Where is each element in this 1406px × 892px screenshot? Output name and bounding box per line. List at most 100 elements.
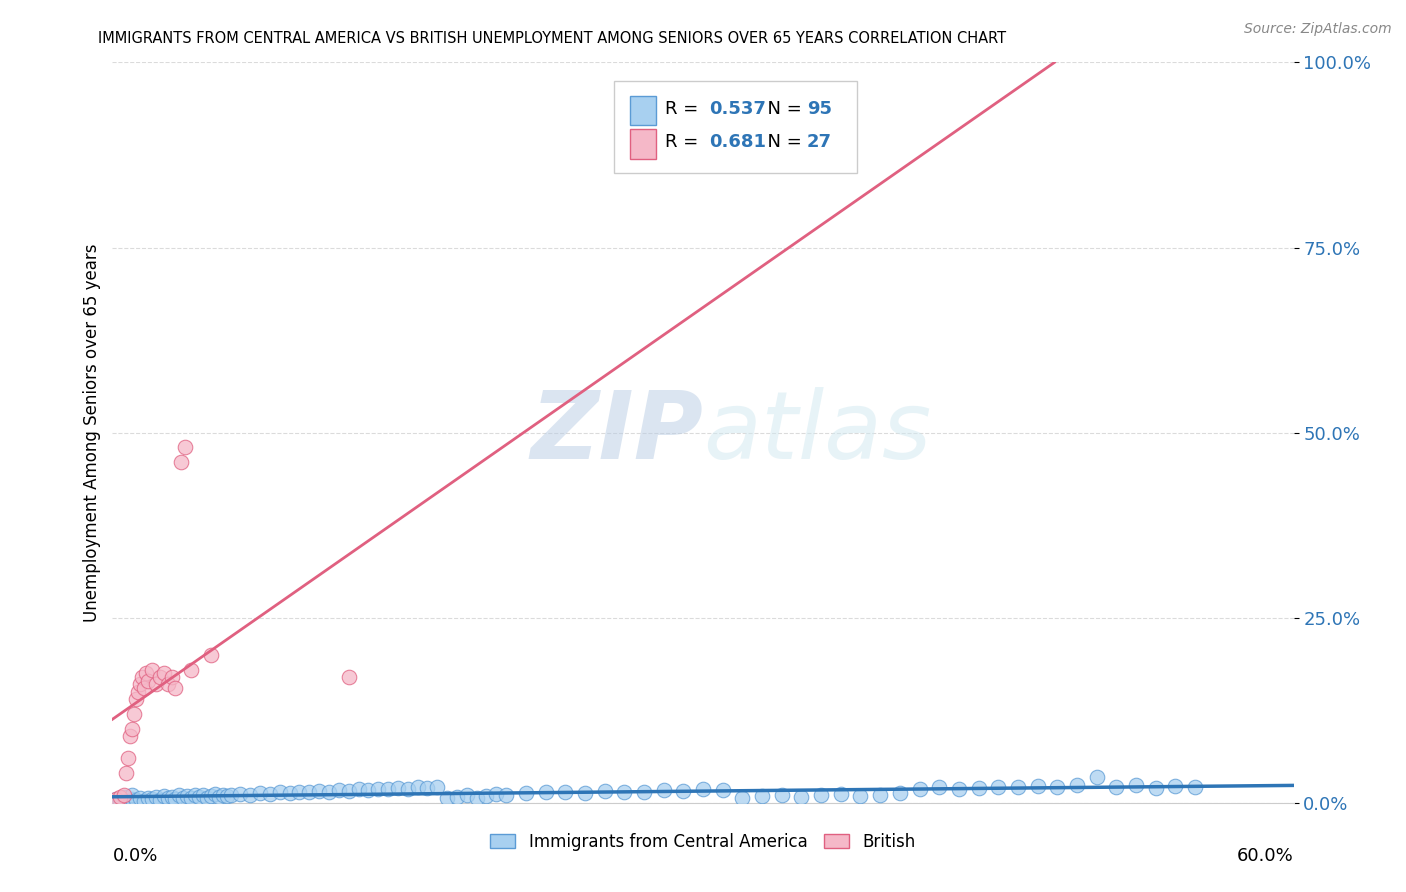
Text: atlas: atlas <box>703 387 931 478</box>
Point <box>112 789 135 803</box>
Point <box>132 681 155 695</box>
Point <box>184 788 207 802</box>
Point <box>554 785 576 799</box>
Point <box>195 790 218 805</box>
Point <box>967 780 990 795</box>
Legend: Immigrants from Central America, British: Immigrants from Central America, British <box>484 826 922 857</box>
Bar <box>630 129 655 159</box>
Point <box>652 783 675 797</box>
Point <box>131 670 153 684</box>
Point <box>889 786 911 800</box>
Point <box>534 785 557 799</box>
Text: Source: ZipAtlas.com: Source: ZipAtlas.com <box>1244 22 1392 37</box>
Point <box>613 785 636 799</box>
Point <box>446 789 468 804</box>
Point <box>121 789 143 803</box>
Point <box>456 788 478 802</box>
Text: R =: R = <box>665 134 704 152</box>
Point <box>122 706 145 721</box>
Point <box>790 789 813 804</box>
Point <box>367 781 389 796</box>
Point <box>465 790 488 805</box>
Point <box>1164 779 1187 793</box>
Point <box>191 789 214 803</box>
Point <box>110 789 132 804</box>
Point <box>105 792 128 806</box>
Point <box>593 784 616 798</box>
Text: 27: 27 <box>807 134 832 152</box>
Point <box>149 793 172 807</box>
Point <box>849 789 872 804</box>
Point <box>160 670 183 684</box>
Point <box>1105 780 1128 794</box>
Point <box>239 788 262 802</box>
Point <box>127 685 149 699</box>
Point <box>1026 779 1049 793</box>
Point <box>156 791 179 805</box>
Point <box>810 789 832 803</box>
Point <box>987 780 1010 794</box>
Point <box>288 785 311 799</box>
Point <box>908 781 931 796</box>
Point <box>170 455 193 469</box>
Point <box>180 791 202 805</box>
Point <box>1125 778 1147 792</box>
Point <box>145 677 167 691</box>
Text: ZIP: ZIP <box>530 386 703 479</box>
Point <box>377 782 399 797</box>
Point <box>152 789 174 804</box>
Point <box>298 785 321 799</box>
Point <box>110 794 132 808</box>
Point <box>215 789 238 804</box>
Point <box>141 792 163 806</box>
Point <box>672 784 695 798</box>
Point <box>145 789 167 804</box>
FancyBboxPatch shape <box>614 81 856 173</box>
Point <box>485 787 508 801</box>
Point <box>574 786 596 800</box>
Point <box>165 681 187 695</box>
Point <box>125 793 148 807</box>
Text: N =: N = <box>756 100 807 118</box>
Text: 0.537: 0.537 <box>709 100 766 118</box>
Point <box>1144 780 1167 795</box>
Point <box>387 780 409 795</box>
Point <box>249 786 271 800</box>
Text: IMMIGRANTS FROM CENTRAL AMERICA VS BRITISH UNEMPLOYMENT AMONG SENIORS OVER 65 YE: IMMIGRANTS FROM CENTRAL AMERICA VS BRITI… <box>98 31 1007 46</box>
Point <box>1066 778 1088 792</box>
Point <box>156 677 179 691</box>
Point <box>208 789 231 804</box>
Point <box>121 792 143 806</box>
Point <box>416 780 439 795</box>
Point <box>188 789 211 804</box>
Point <box>174 441 197 455</box>
Text: 60.0%: 60.0% <box>1237 847 1294 865</box>
Point <box>149 670 172 684</box>
Text: 0.0%: 0.0% <box>112 847 157 865</box>
Bar <box>630 95 655 126</box>
Point <box>515 786 537 800</box>
Point <box>129 677 152 691</box>
Point <box>337 784 360 798</box>
Point <box>406 780 429 795</box>
Point <box>200 789 222 804</box>
Point <box>436 791 458 805</box>
Point <box>117 794 139 808</box>
Point <box>105 792 128 806</box>
Point <box>165 792 187 806</box>
Point <box>770 788 793 802</box>
Point <box>396 781 419 796</box>
Point <box>1007 780 1029 795</box>
Text: R =: R = <box>665 100 704 118</box>
Point <box>136 790 159 805</box>
Point <box>121 722 143 736</box>
Point <box>1184 780 1206 795</box>
Y-axis label: Unemployment Among Seniors over 65 years: Unemployment Among Seniors over 65 years <box>83 244 101 622</box>
Point <box>211 788 233 802</box>
Point <box>948 782 970 797</box>
Point <box>830 787 852 801</box>
Point <box>1085 770 1108 784</box>
Point <box>751 789 773 804</box>
Point <box>129 791 152 805</box>
Point <box>169 789 191 803</box>
